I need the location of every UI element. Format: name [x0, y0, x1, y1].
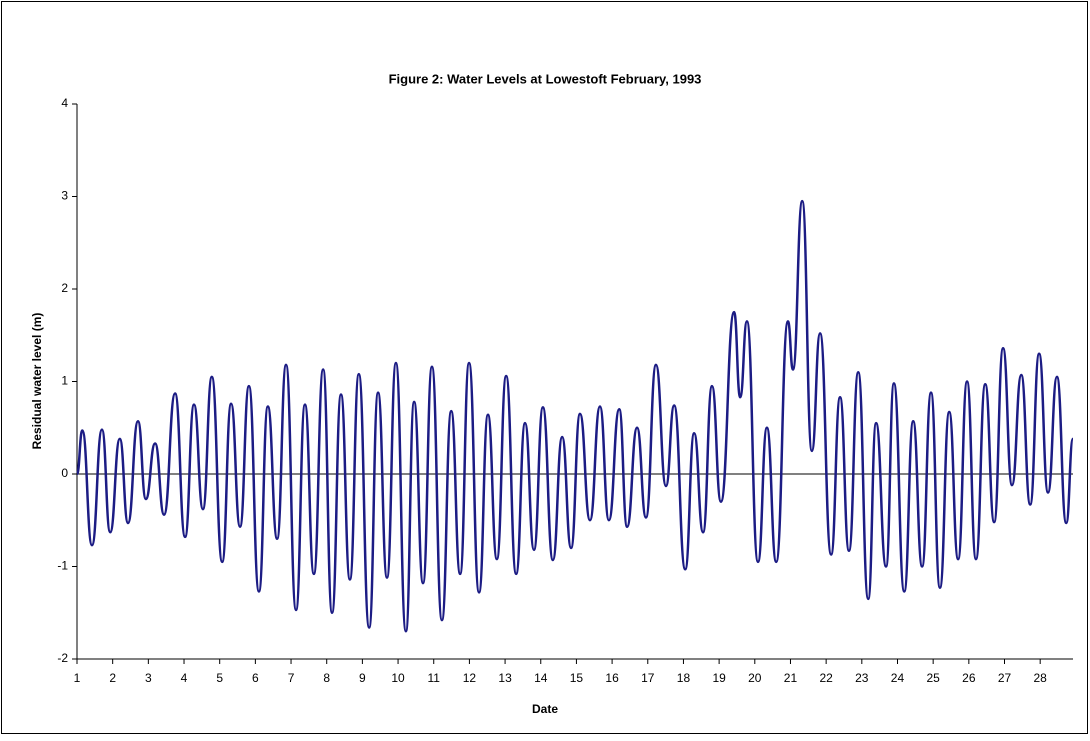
- chart-title: Figure 2: Water Levels at Lowestoft Febr…: [389, 71, 702, 86]
- x-tick-label: 7: [288, 671, 295, 685]
- x-tick-label: 14: [534, 671, 548, 685]
- y-tick-label: 4: [61, 96, 68, 110]
- x-tick-label: 3: [145, 671, 152, 685]
- x-tick-label: 8: [323, 671, 330, 685]
- x-tick-label: 5: [216, 671, 223, 685]
- x-tick-label: 28: [1034, 671, 1048, 685]
- x-tick-label: 18: [677, 671, 691, 685]
- x-tick-label: 26: [962, 671, 976, 685]
- x-axis-label: Date: [532, 702, 558, 716]
- x-tick-label: 27: [998, 671, 1012, 685]
- y-tick-label: -2: [57, 651, 68, 665]
- y-tick-label: 0: [61, 466, 68, 480]
- x-tick-label: 6: [252, 671, 259, 685]
- x-tick-label: 21: [784, 671, 798, 685]
- x-tick-label: 22: [819, 671, 833, 685]
- y-axis-label: Residual water level (m): [30, 313, 44, 450]
- y-tick-label: 3: [61, 189, 68, 203]
- x-tick-label: 13: [498, 671, 512, 685]
- x-tick-label: 25: [926, 671, 940, 685]
- x-tick-label: 23: [855, 671, 869, 685]
- x-tick-label: 15: [570, 671, 584, 685]
- y-tick-label: -1: [57, 559, 68, 573]
- x-tick-label: 16: [605, 671, 619, 685]
- x-tick-label: 20: [748, 671, 762, 685]
- x-tick-label: 19: [712, 671, 726, 685]
- x-tick-label: 2: [109, 671, 116, 685]
- y-tick-label: 2: [61, 281, 68, 295]
- data-line: [75, 199, 1075, 633]
- x-tick-label: 1: [74, 671, 81, 685]
- x-tick-label: 9: [359, 671, 366, 685]
- y-tick-label: 1: [61, 374, 68, 388]
- x-tick-label: 17: [641, 671, 655, 685]
- x-tick-label: 24: [891, 671, 905, 685]
- x-tick-label: 12: [463, 671, 477, 685]
- x-tick-label: 4: [181, 671, 188, 685]
- x-tick-label: 10: [391, 671, 405, 685]
- x-tick-label: 11: [427, 671, 440, 685]
